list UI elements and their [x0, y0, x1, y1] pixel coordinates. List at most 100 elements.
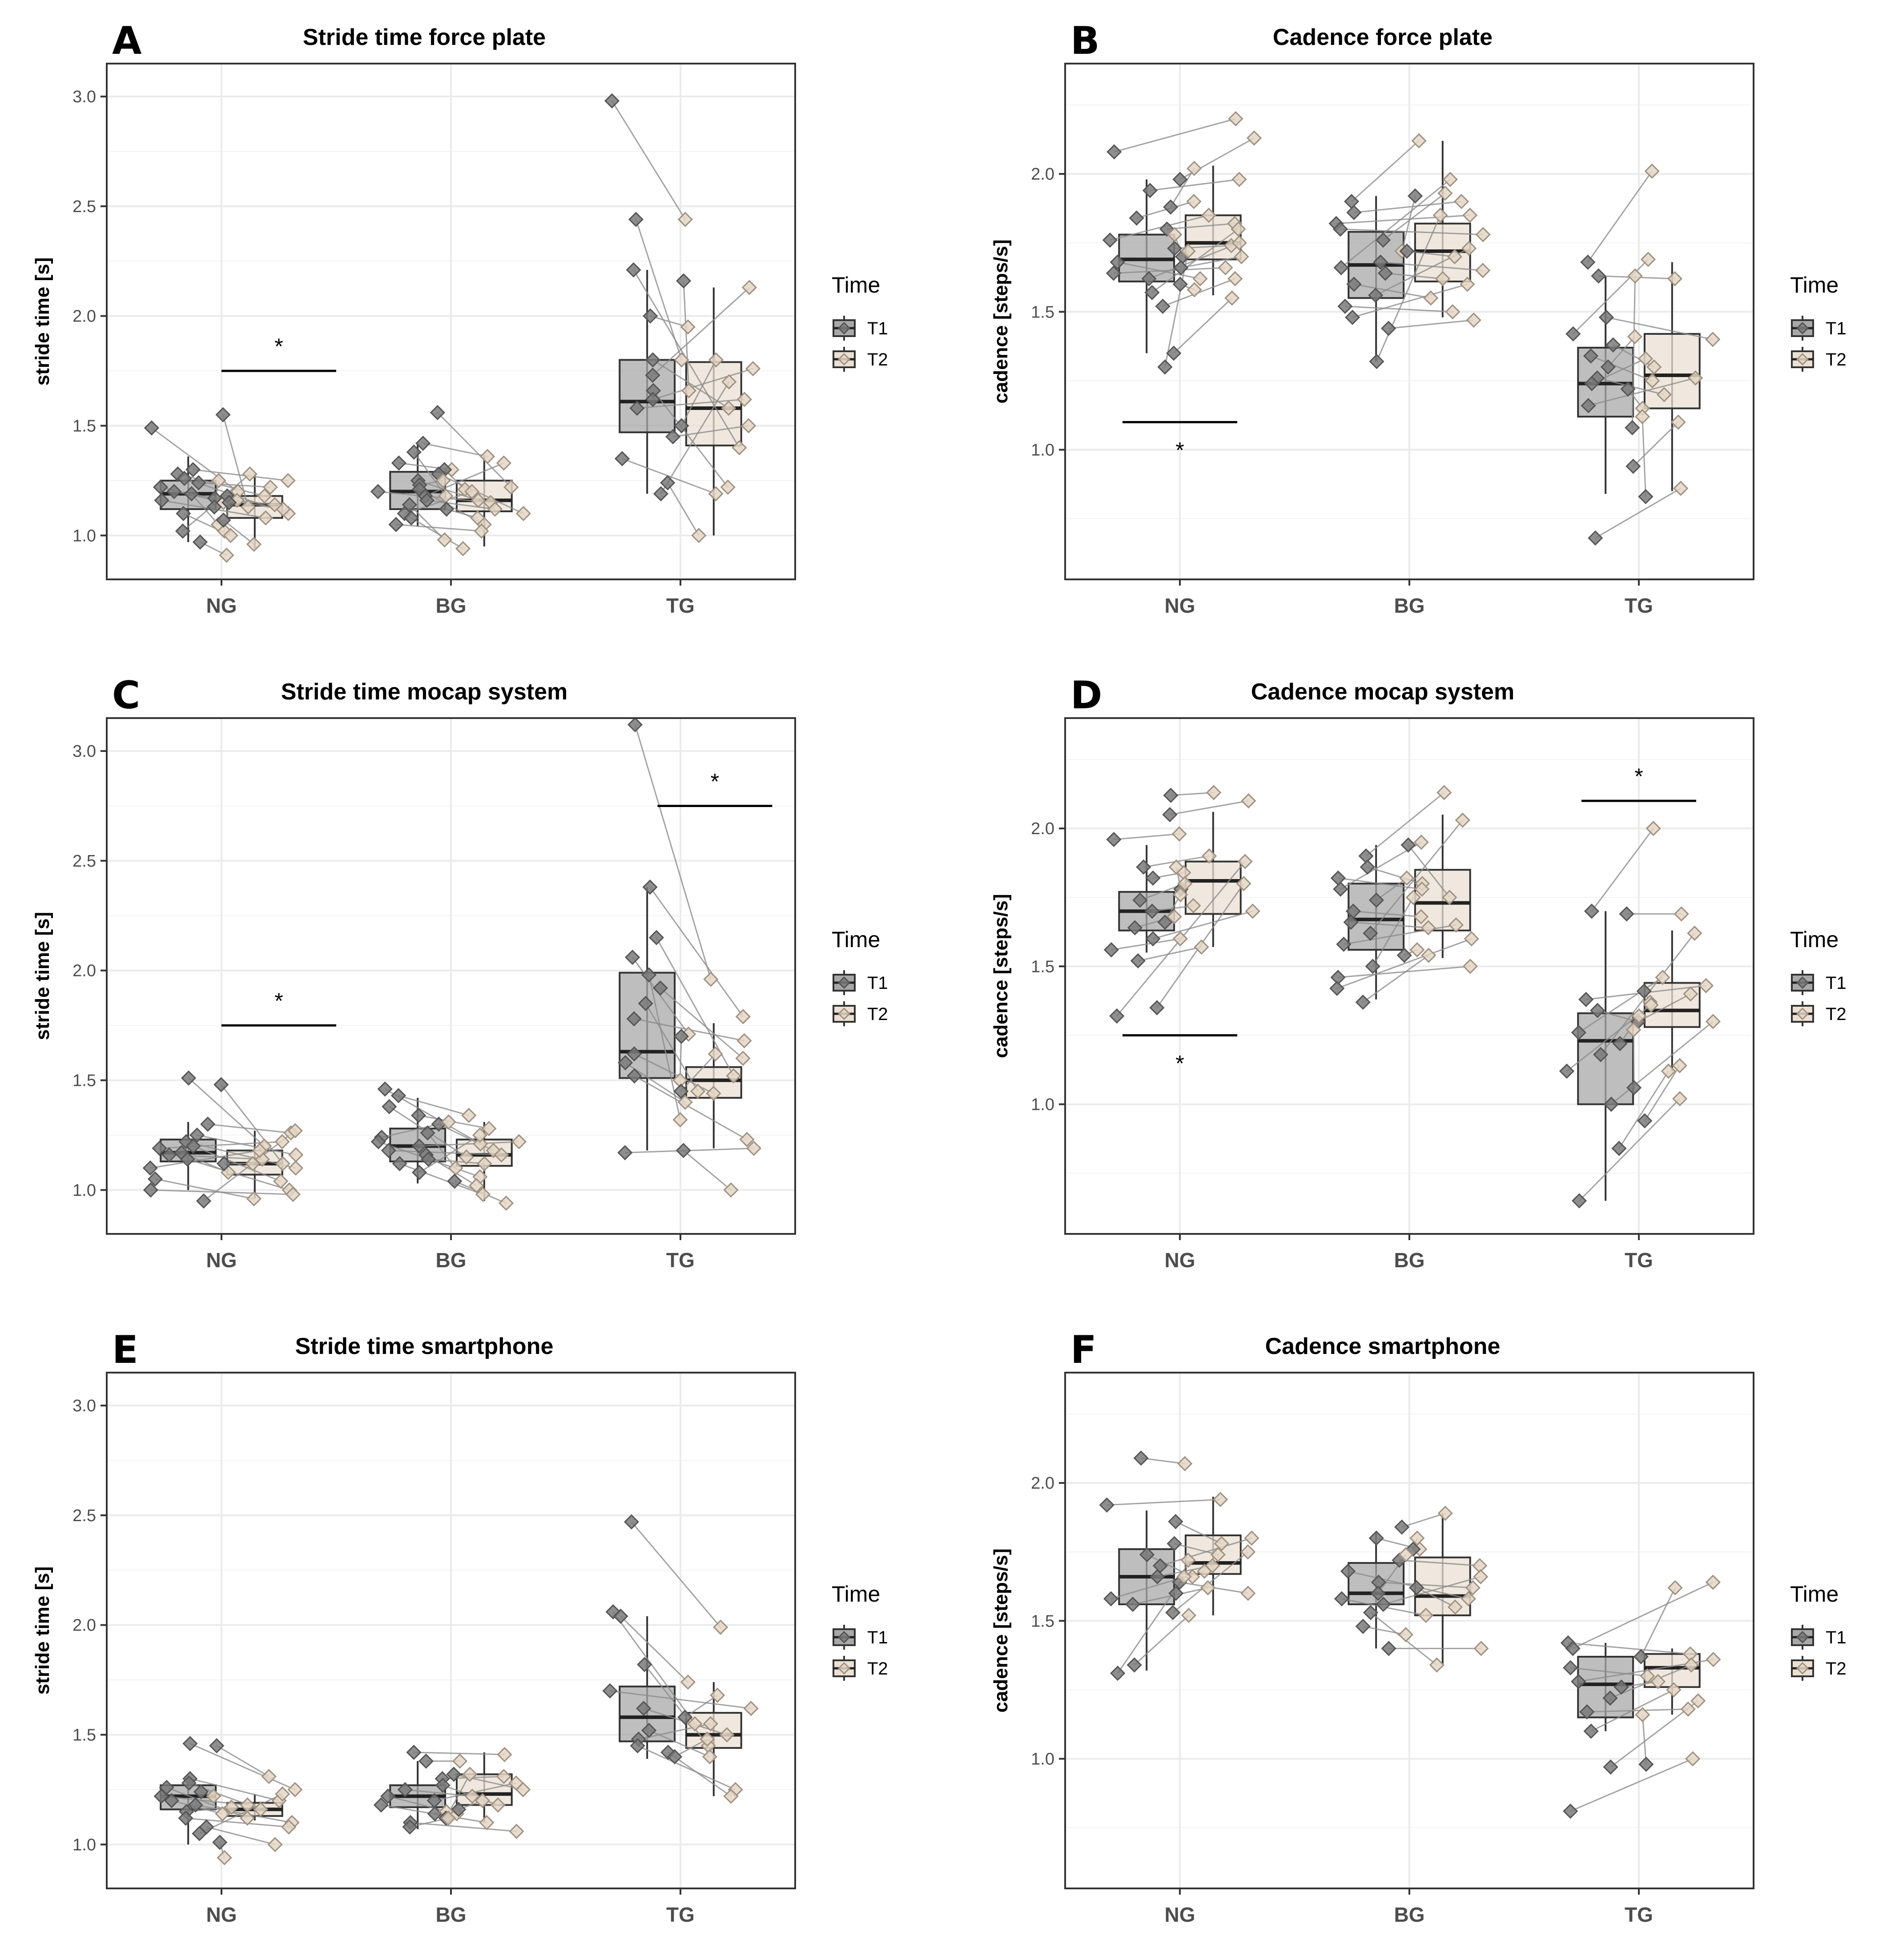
pairs-tg — [1560, 1574, 1721, 1819]
point-t2 — [1172, 931, 1188, 947]
point-t1 — [1157, 359, 1173, 375]
y-axis-label: cadence [steps/s] — [990, 1548, 1012, 1712]
point-t2 — [706, 1085, 721, 1101]
point-t2 — [1414, 881, 1430, 897]
legend-label-t2: T2 — [1826, 1004, 1847, 1024]
point-t2 — [1640, 252, 1656, 267]
point-t1 — [1106, 831, 1122, 847]
point-t2 — [1683, 1657, 1699, 1673]
point-t1 — [370, 1134, 386, 1149]
point-t2 — [224, 1799, 239, 1815]
panel-title: Cadence smartphone — [1265, 1333, 1501, 1359]
legend-point — [1796, 976, 1809, 989]
point-t2 — [1442, 890, 1457, 905]
point-t1 — [182, 1736, 198, 1751]
point-t1 — [641, 967, 657, 983]
pair-line — [1171, 791, 1214, 796]
y-tick-label: 1.5 — [1031, 1612, 1054, 1631]
pair-line — [1336, 214, 1470, 225]
pair-line — [1150, 179, 1239, 191]
point-t1 — [626, 262, 641, 278]
pair-line — [1570, 1758, 1693, 1812]
point-t2 — [440, 1810, 456, 1826]
pair-line — [1638, 993, 1691, 1022]
pair-line — [1590, 1689, 1674, 1732]
pair-line — [637, 398, 744, 409]
pair-line — [410, 517, 463, 550]
point-t1 — [1381, 1641, 1396, 1656]
y-axis-label: stride time [s] — [32, 1566, 53, 1695]
point-t2 — [258, 510, 274, 526]
pair-line — [634, 1075, 748, 1141]
pair-line — [632, 957, 689, 1035]
point-t1 — [1589, 1003, 1605, 1018]
pair-line — [1631, 276, 1636, 428]
significance-star: * — [1175, 1051, 1184, 1076]
point-t1 — [1145, 931, 1161, 947]
pair-line — [1110, 214, 1209, 241]
point-t1 — [673, 1028, 689, 1044]
pair-line — [1170, 800, 1249, 815]
significance-star: * — [711, 769, 719, 794]
panel-letter: D — [1070, 673, 1102, 718]
point-t1 — [1605, 337, 1621, 353]
y-tick-label: 2.0 — [72, 1616, 96, 1635]
point-t2 — [1635, 1707, 1650, 1723]
point-t2 — [1646, 821, 1661, 836]
point-t1 — [1142, 183, 1158, 198]
pairs-bg — [1328, 133, 1491, 370]
point-t2 — [1435, 271, 1451, 286]
pair-line — [637, 1745, 736, 1791]
pair-line — [652, 287, 750, 376]
panel-title: Stride time mocap system — [281, 679, 567, 705]
point-t2 — [1436, 785, 1452, 800]
point-t2 — [1418, 1607, 1434, 1623]
legend-label-t2: T2 — [867, 350, 888, 370]
y-tick-label: 1.0 — [1031, 1750, 1054, 1768]
pairs-tg — [617, 717, 762, 1198]
panel-d: * * 1.0 1.5 2.0 NG BG TG cadence [steps/s] Cadenc… — [990, 673, 1847, 1272]
point-t1 — [1637, 1113, 1653, 1129]
point-t2 — [1473, 1569, 1489, 1585]
point-t1 — [1346, 205, 1362, 221]
point-t1 — [1565, 1641, 1581, 1656]
point-t1 — [1144, 904, 1160, 919]
pair-line — [1606, 317, 1713, 340]
point-t2 — [687, 1716, 703, 1731]
point-t1 — [415, 435, 431, 451]
significance-star: * — [274, 988, 283, 1013]
point-t2 — [735, 1050, 751, 1066]
pair-line — [1642, 416, 1646, 497]
point-t2 — [1640, 1668, 1655, 1684]
point-t1 — [177, 470, 192, 486]
point-t2 — [267, 1837, 283, 1852]
x-tick-label: TG — [1625, 594, 1653, 617]
pair-line — [1353, 910, 1421, 918]
pair-line — [1587, 171, 1653, 263]
point-t1 — [1333, 260, 1349, 276]
point-t1 — [181, 1070, 197, 1086]
point-t1 — [1363, 1605, 1379, 1620]
point-t2 — [240, 499, 256, 515]
y-tick-label: 2.0 — [72, 307, 96, 326]
pair-line — [193, 469, 288, 482]
point-t1 — [377, 1081, 393, 1097]
point-t2 — [471, 493, 486, 508]
point-t1 — [1344, 309, 1360, 325]
panel-f: 1.0 1.5 2.0 NG BG TG cadence [steps/s] Cadence … — [990, 1328, 1847, 1926]
legend-point — [1796, 1631, 1809, 1644]
x-tick-label: TG — [666, 594, 695, 617]
pairs-ng — [1099, 1450, 1259, 1681]
point-t1 — [1337, 298, 1353, 314]
point-t1 — [1336, 936, 1352, 952]
point-t1 — [1155, 298, 1171, 314]
point-t2 — [1168, 859, 1184, 875]
point-t1 — [388, 517, 404, 532]
point-t1 — [1132, 892, 1148, 908]
point-t2 — [1683, 986, 1698, 1002]
pair-line — [1370, 819, 1463, 934]
pair-line — [150, 1149, 260, 1169]
pair-line — [622, 458, 716, 494]
point-t2 — [211, 473, 226, 488]
panel-b: * 1.0 1.5 2.0 NG BG TG cadence [steps/s] Cadence… — [990, 19, 1847, 617]
